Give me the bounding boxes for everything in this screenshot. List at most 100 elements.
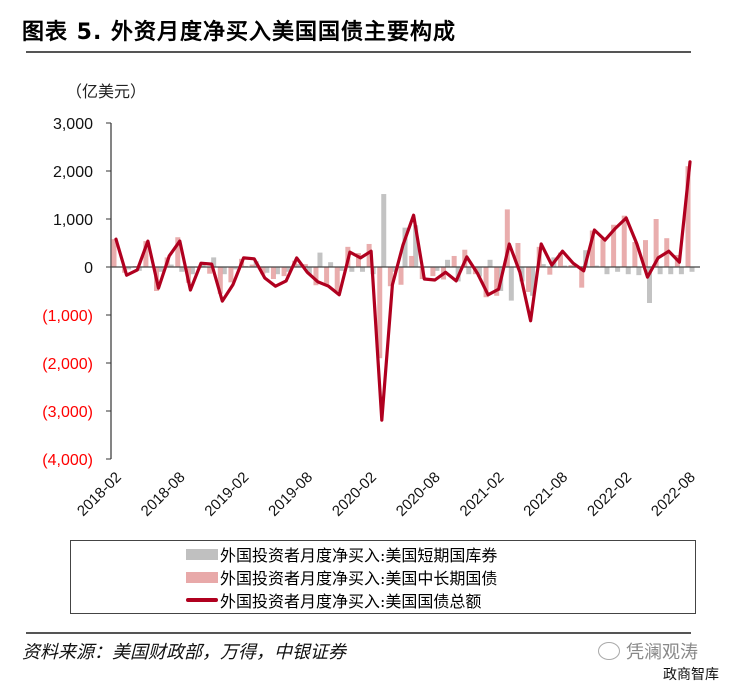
short-term-bill-bar <box>508 267 514 301</box>
short-term-bill-bar <box>445 259 451 267</box>
short-term-bill-bar <box>200 263 206 267</box>
short-term-bill-bar <box>338 267 344 271</box>
short-term-bill-bar <box>413 225 419 267</box>
x-tick-label: 2021-08 <box>520 469 571 520</box>
short-term-bill-bar <box>647 267 652 303</box>
long-term-bond-bar <box>483 267 489 298</box>
y-tick-label: (3,000) <box>42 404 93 421</box>
long-term-bond-bar <box>143 241 149 267</box>
long-term-bond-bar <box>228 267 234 283</box>
y-tick-label: (2,000) <box>42 356 93 373</box>
x-tick-label: 2019-02 <box>201 469 252 520</box>
y-tick-label: (1,000) <box>42 308 93 325</box>
short-term-bill-bar <box>668 267 674 275</box>
short-term-bill-bar <box>604 267 610 275</box>
legend-label: 外国投资者月度净买入:美国短期国库券 <box>220 546 498 565</box>
short-term-bill-bar <box>211 257 217 267</box>
legend-label: 外国投资者月度净买入:美国中长期国债 <box>220 569 498 588</box>
short-term-bill-bar <box>349 267 355 272</box>
y-tick-label: (4,000) <box>42 452 93 469</box>
title-rule <box>26 51 691 53</box>
short-term-bill-bar <box>285 267 291 272</box>
short-term-bill-bar <box>232 267 238 270</box>
long-term-bond-bar <box>111 239 117 267</box>
short-term-bill-bar <box>306 267 312 275</box>
long-term-bond-bar <box>526 267 532 292</box>
long-term-bond-bar <box>504 209 510 267</box>
long-term-bond-bar <box>334 267 340 291</box>
x-tick-label: 2019-08 <box>265 469 316 520</box>
short-term-bill-bar <box>189 267 195 275</box>
legend-item-short-term-bills: 外国投资者月度净买入:美国短期国库券 <box>186 543 497 565</box>
chart-plot: 3,000 2,000 1,000 0 (1,000) (2,000) (3,000) (4,… <box>42 116 700 520</box>
long-term-bond-bar <box>579 267 585 288</box>
short-term-bill-bar <box>221 267 227 275</box>
y-tick-label: 2,000 <box>53 164 93 181</box>
x-tick-label: 2018-02 <box>74 469 125 520</box>
chart-title: 图表 5. 外资月度净买入美国国债主要构成 <box>22 20 456 45</box>
source-rule <box>26 632 691 634</box>
short-term-bill-bar <box>487 259 493 267</box>
short-term-bill-bar <box>434 267 440 271</box>
short-term-bill-bar <box>381 194 387 267</box>
long-term-bond-bar <box>249 264 255 267</box>
short-term-bill-bar <box>593 265 599 267</box>
short-term-bill-bar <box>678 267 684 275</box>
long-term-bond-bar <box>260 267 266 275</box>
long-term-bond-bar <box>621 215 627 267</box>
long-term-bond-bar <box>643 240 648 267</box>
wechat-icon <box>598 642 620 660</box>
short-term-bill-bar <box>636 267 642 276</box>
short-term-bill-bar <box>476 267 482 277</box>
short-term-bill-bar <box>402 227 408 267</box>
short-term-bill-bar <box>657 267 663 275</box>
short-term-bill-bar <box>530 267 536 296</box>
legend: 外国投资者月度净买入:美国短期国库券 外国投资者月度净买入:美国中长期国债 外国… <box>70 540 696 614</box>
x-tick-label: 2020-08 <box>393 469 444 520</box>
short-term-bill-bar <box>540 264 546 267</box>
short-term-bill-bar <box>615 267 621 272</box>
legend-label: 外国投资者月度净买入:美国国债总额 <box>220 592 482 611</box>
long-term-bond-bar <box>175 237 181 267</box>
short-term-bill-bar <box>317 252 323 267</box>
short-term-bill-bar <box>359 267 365 272</box>
x-tick-label: 2022-08 <box>648 469 699 520</box>
long-term-bond-bar <box>217 267 223 294</box>
long-term-bond-bar <box>281 267 287 277</box>
y-tick-label: 1,000 <box>53 212 93 229</box>
long-term-bond-bar <box>409 255 415 267</box>
long-term-bond-bar <box>355 253 361 267</box>
long-term-bond-bar <box>302 264 308 267</box>
gray-bar-swatch-icon <box>186 548 218 560</box>
y-tick-label: 0 <box>84 260 93 277</box>
short-term-bill-bar <box>126 267 132 270</box>
long-term-bond-bar <box>568 265 574 267</box>
short-term-bill-bar <box>168 264 174 267</box>
short-term-bill-bar <box>625 267 631 275</box>
long-term-bond-bar <box>685 166 691 267</box>
long-term-bond-bar <box>270 267 276 279</box>
short-term-bill-bar <box>179 267 185 272</box>
long-term-bond-bar <box>494 267 500 296</box>
x-tick-label: 2020-02 <box>329 469 380 520</box>
long-term-bond-bar <box>324 267 330 286</box>
long-term-bond-bar <box>377 267 383 359</box>
watermark-primary: 凭澜观涛 <box>598 638 698 664</box>
short-term-bill-bar <box>391 267 397 272</box>
short-term-bill-bar <box>264 267 270 273</box>
long-term-bond-bar <box>387 267 393 287</box>
short-term-bill-bar <box>274 267 280 275</box>
long-term-bond-bar <box>600 239 606 267</box>
source-note: 资料来源：美国财政部，万得，中银证券 <box>22 642 346 663</box>
unit-label: （亿美元） <box>66 82 147 101</box>
long-term-bond-bar <box>430 267 436 277</box>
x-tick-label: 2018-08 <box>138 469 189 520</box>
long-term-bond-bar <box>557 252 563 267</box>
short-term-bill-bar <box>158 267 164 272</box>
watermark-primary-text: 凭澜观涛 <box>626 642 698 663</box>
red-line-swatch-icon <box>186 598 218 602</box>
legend-item-long-term-bonds: 外国投资者月度净买入:美国中长期国债 <box>186 566 497 588</box>
pink-bar-swatch-icon <box>186 571 218 583</box>
legend-item-total-treasuries: 外国投资者月度净买入:美国国债总额 <box>186 589 481 611</box>
long-term-bond-bar <box>207 267 213 274</box>
